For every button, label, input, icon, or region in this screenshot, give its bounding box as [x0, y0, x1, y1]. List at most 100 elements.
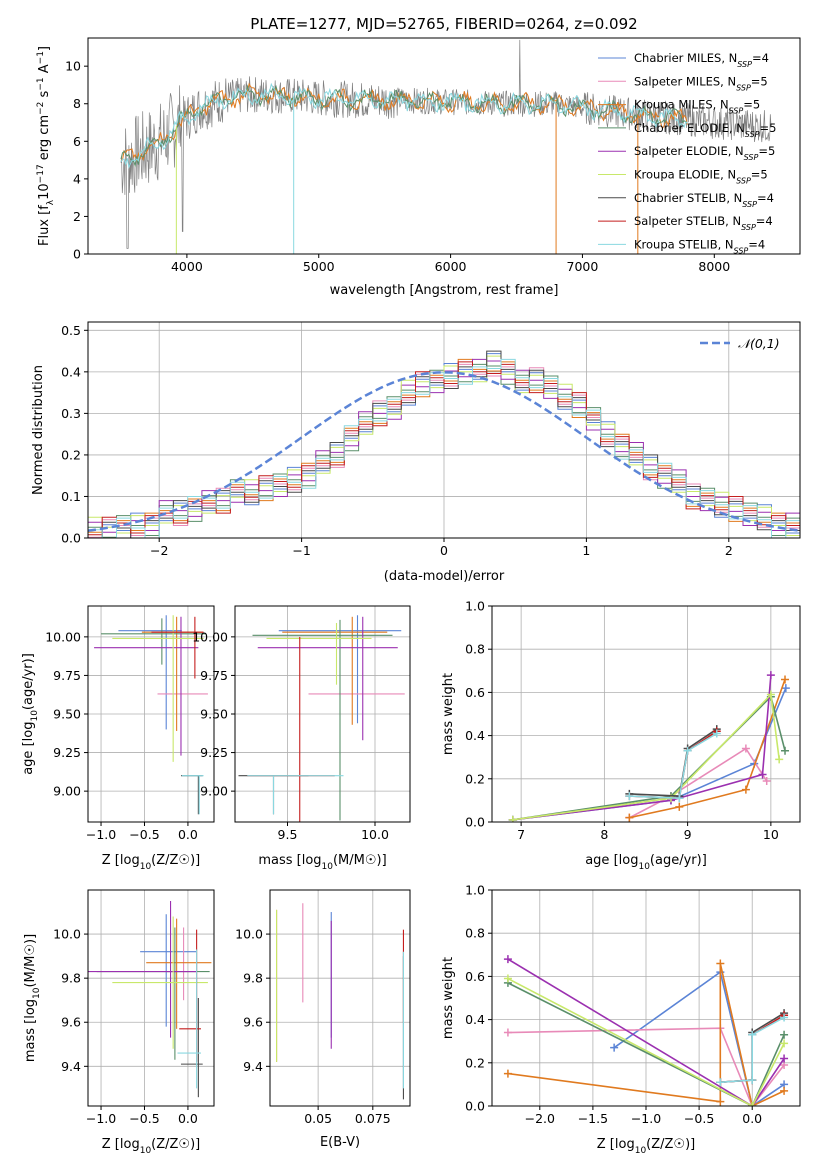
x-tick-label: 4000 — [171, 259, 203, 274]
x-tick-label: −0.5 — [129, 1111, 159, 1126]
x-tick-label: −0.5 — [129, 827, 159, 842]
histogram-step-line — [88, 350, 800, 538]
y-tick-label: 2 — [73, 209, 81, 224]
mass-weight-marker — [675, 802, 684, 811]
legend-label: Kroupa STELIB, NSSP=4 — [634, 237, 765, 255]
mass-weight-marker — [781, 684, 790, 693]
x-tick-label: −1.0 — [86, 1111, 116, 1126]
y-axis-label: mass weight — [441, 673, 456, 755]
axes-frame — [87, 889, 215, 1107]
histogram-step-line — [88, 358, 800, 538]
mass-weight-marker — [748, 1076, 757, 1085]
mass-weight-marker — [503, 1069, 512, 1078]
y-tick-label: 0.1 — [61, 489, 81, 504]
y-tick-label: 0.2 — [61, 447, 81, 462]
x-tick-label: 8000 — [698, 259, 730, 274]
plot-area-age-vs-Z — [94, 615, 208, 815]
y-tick-label: 0.4 — [465, 728, 485, 743]
mass-weight-marker — [762, 776, 771, 785]
x-axis-label: Z [log10(Z/Z☉)] — [597, 1137, 695, 1156]
y-tick-label: 10.0 — [53, 927, 81, 942]
x-axis-label: (data-model)/error — [384, 569, 505, 584]
mass-weight-marker — [748, 1030, 757, 1039]
y-tick-label: 6 — [73, 134, 81, 149]
y-tick-label: 9.00 — [200, 784, 228, 799]
mass-weight-marker — [741, 744, 750, 753]
y-tick-label: 0.4 — [61, 364, 81, 379]
mass-weight-marker — [780, 1054, 789, 1063]
y-tick-label: 10.0 — [235, 927, 263, 942]
y-tick-label: 0 — [73, 247, 81, 262]
gaussian-legend-label: 𝒩(0,1) — [738, 336, 780, 351]
y-tick-label: 9.75 — [53, 668, 81, 683]
x-axis-label: wavelength [Angstrom, rest frame] — [330, 283, 559, 298]
y-tick-label: 0.0 — [465, 815, 485, 830]
mass-weight-marker — [780, 1086, 789, 1095]
axes-mass-weight-vs-Z: −2.0 −1.5 −1.0 −0.5 0.0 0.0 0.2 0.4 0.6 0.8 1.0 Z [… — [441, 883, 801, 1156]
y-tick-label: 0.5 — [61, 323, 81, 338]
axes-spectrum: 4000 5000 6000 7000 8000 0 2 4 6 8 10 wavelength [A… — [36, 37, 801, 298]
grid-residuals — [88, 322, 800, 539]
mass-weight-marker — [675, 794, 684, 803]
mass-weight-marker — [503, 1028, 512, 1037]
legend-label: Kroupa MILES, NSSP=5 — [634, 98, 760, 116]
plot-area-mass-vs-EBV — [276, 903, 404, 1100]
mass-weight-marker — [766, 690, 775, 699]
model-spectrum-line — [120, 82, 688, 169]
y-tick-label: 0.0 — [61, 531, 81, 546]
y-tick-label: 0.2 — [465, 1055, 485, 1070]
y-axis-label: Flux [fλ10−17 erg cm−2 s−1 A−1] — [36, 46, 56, 246]
plot-area-mass-weight-vs-age — [508, 671, 790, 822]
mass-weight-marker — [503, 974, 512, 983]
mass-weight-line — [629, 732, 718, 800]
figure-title: PLATE=1277, MJD=52765, FIBERID=0264, z=0… — [250, 15, 637, 33]
mass-weight-line — [507, 958, 785, 1106]
mass-weight-line — [507, 982, 785, 1106]
mass-weight-marker — [716, 1097, 725, 1106]
y-tick-label: 0.6 — [465, 685, 485, 700]
plot-area-mass-vs-Z — [88, 901, 212, 1098]
x-tick-label: 2 — [725, 543, 733, 558]
mass-weight-line — [512, 675, 772, 821]
y-tick-label: 9.4 — [243, 1059, 263, 1074]
y-tick-label: 0.2 — [465, 771, 485, 786]
mass-weight-line — [629, 747, 768, 819]
x-tick-label: 7 — [517, 827, 525, 842]
legend: Chabrier MILES, NSSP=4 Salpeter MILES, NS… — [598, 51, 776, 255]
y-tick-label: 9.4 — [61, 1059, 81, 1074]
grid-mass-vs-Z — [88, 890, 214, 1106]
mass-weight-marker — [508, 815, 517, 822]
y-tick-label: 9.50 — [200, 707, 228, 722]
y-tick-label: 8 — [73, 96, 81, 111]
mass-weight-line — [613, 970, 785, 1106]
y-tick-label: 9.8 — [61, 971, 81, 986]
y-tick-label: 0.4 — [465, 1012, 485, 1027]
axes-frame — [491, 605, 801, 823]
legend-label: Salpeter MILES, NSSP=5 — [634, 74, 768, 92]
y-tick-label: 9.25 — [200, 745, 228, 760]
x-tick-label: 9 — [684, 827, 692, 842]
legend-label: Chabrier STELIB, NSSP=4 — [634, 191, 774, 209]
mass-weight-marker — [781, 746, 790, 755]
x-tick-label: −2.0 — [525, 1111, 555, 1126]
x-axis-label: mass [log10(M/M☉)] — [258, 853, 386, 872]
x-tick-label: −1.0 — [631, 1111, 661, 1126]
axes-frame — [87, 37, 801, 255]
grid-mass-vs-EBV — [270, 890, 410, 1106]
y-tick-label: 0.8 — [465, 926, 485, 941]
mass-weight-marker — [503, 955, 512, 964]
legend-label: Salpeter STELIB, NSSP=4 — [634, 214, 773, 232]
x-axis-label: age [log10(age/yr)] — [585, 853, 707, 872]
mass-weight-marker — [625, 792, 634, 801]
axes-residuals: −2 −1 0 1 2 0.0 0.1 0.2 0.3 0.4 0.5 (data-model)/er… — [31, 321, 801, 584]
axes-age-vs-Z: −1.0 −0.5 0.0 9.00 9.25 9.50 9.75 10.00 Z [log10… — [21, 605, 215, 872]
y-axis-label: age [log10(age/yr)] — [21, 653, 40, 775]
x-tick-label: 6000 — [435, 259, 467, 274]
model-spectrum-line — [120, 82, 688, 162]
mass-weight-marker — [712, 729, 721, 738]
x-tick-label: −1.5 — [578, 1111, 608, 1126]
x-tick-label: 0 — [440, 543, 448, 558]
legend-label: Chabrier MILES, NSSP=4 — [634, 51, 769, 69]
